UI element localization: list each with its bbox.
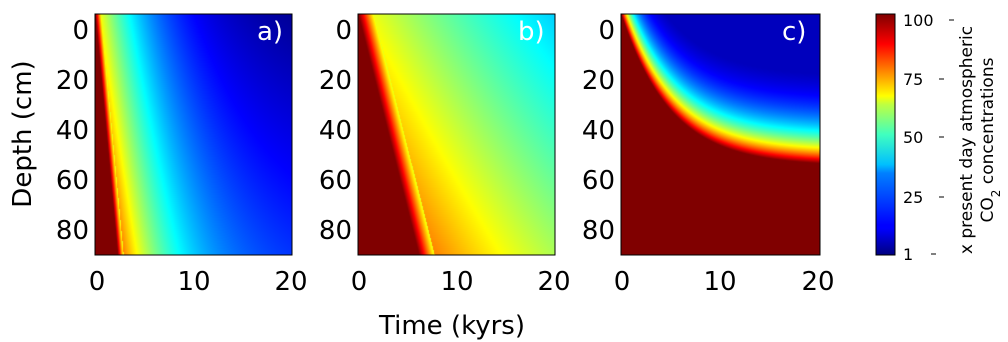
ytick-label: 20: [582, 66, 615, 96]
heatmap-b: [358, 14, 555, 255]
yticks-b: 0 20 40 60 80: [319, 16, 352, 246]
panel-a: a): [94, 13, 293, 256]
xtick-label: 10: [703, 267, 736, 297]
xtick-label: 20: [274, 267, 307, 297]
ytick-label: 0: [598, 16, 615, 46]
xticks-b: 0 10 20: [351, 267, 571, 297]
xtick-label: 10: [440, 267, 473, 297]
xtick-label: 0: [351, 267, 368, 297]
colorbar-tick-label: 75: [903, 70, 923, 89]
colorbar-label-rest: concentrations: [978, 57, 998, 189]
ytick-label: 40: [56, 116, 89, 146]
xtick-label: 10: [177, 267, 210, 297]
panel-a-frame: [94, 13, 293, 256]
y-axis-label: Depth (cm): [8, 60, 38, 207]
ytick-label: 60: [56, 166, 89, 196]
ytick-label: 20: [319, 66, 352, 96]
ytick-label: 0: [72, 16, 89, 46]
ytick-label: 80: [582, 216, 615, 246]
panel-c: c): [620, 13, 821, 256]
ytick-label: 20: [56, 66, 89, 96]
xticks-a: 0 10 20: [89, 267, 308, 297]
heatmap-c: [621, 14, 820, 255]
colorbar-gradient: [875, 13, 896, 256]
ytick-label: 60: [319, 166, 352, 196]
x-axis-label: Time (kyrs): [378, 311, 525, 341]
xtick-label: 0: [614, 267, 631, 297]
panel-c-frame: [620, 13, 821, 256]
ytick-label: 40: [319, 116, 352, 146]
ytick-label: 40: [582, 116, 615, 146]
panel-a-label: a): [257, 17, 283, 47]
ytick-label: 80: [319, 216, 352, 246]
colorbar: 1 25 50 75 100: [875, 11, 954, 264]
xtick-label: 20: [537, 267, 570, 297]
colorbar-label-line1: x present day atmospheric: [957, 26, 977, 254]
xtick-label: 20: [801, 267, 834, 297]
ytick-label: 0: [335, 16, 352, 46]
xtick-label: 0: [89, 267, 106, 297]
panel-b-label: b): [518, 17, 545, 47]
yticks-a: 0 20 40 60 80: [56, 16, 89, 246]
colorbar-label-co: CO: [978, 197, 998, 222]
yticks-c: 0 20 40 60 80: [582, 16, 615, 246]
xticks-c: 0 10 20: [614, 267, 835, 297]
colorbar-label-line2: CO2 concentrations: [978, 57, 1003, 222]
heatmap-a: [95, 14, 292, 255]
colorbar-tick-label: 25: [903, 188, 923, 207]
ytick-label: 80: [56, 216, 89, 246]
colorbar-tick-label: 1: [903, 245, 913, 264]
panel-b: b): [357, 13, 556, 256]
colorbar-label-subscript: 2: [989, 190, 1003, 198]
ytick-label: 60: [582, 166, 615, 196]
panel-b-frame: [357, 13, 556, 256]
panel-c-label: c): [782, 17, 806, 47]
colorbar-tick-label: 100: [903, 11, 934, 30]
colorbar-tick-label: 50: [903, 128, 923, 147]
